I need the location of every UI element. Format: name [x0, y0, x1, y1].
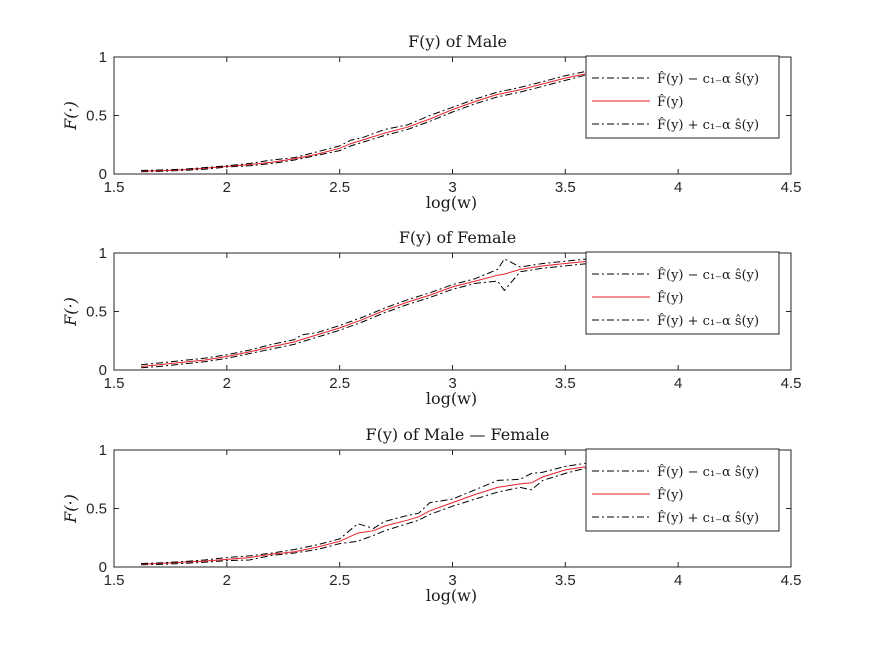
series-line-2 — [141, 455, 690, 565]
series-line-1 — [141, 258, 690, 369]
legend: F̂(y) − c₁₋α ŝ(y) F̂(y) F̂(y) + c₁₋α ŝ(y) — [585, 55, 780, 139]
x-tick-label: 1.5 — [104, 572, 125, 589]
chart-title: F(y) of Female — [399, 228, 516, 247]
y-tick-label: 0 — [99, 559, 107, 576]
subplot-3: 1.5 2 2.5 3 3.5 4 4.5 0 0.5 1 F(y) of Male — Femal… — [61, 425, 801, 605]
x-axis-label: log(w) — [426, 389, 477, 408]
x-tick-label: 4 — [674, 179, 682, 196]
series-line-3 — [141, 60, 690, 171]
x-tick-label: 3.5 — [555, 179, 576, 196]
y-tick-label: 0.5 — [86, 108, 107, 125]
x-axis-label: log(w) — [426, 193, 477, 212]
x-tick-label: 4.5 — [781, 572, 802, 589]
x-tick-label: 1.5 — [104, 375, 125, 392]
series-line-2 — [141, 256, 690, 367]
y-tick-label: 0 — [99, 362, 107, 379]
legend: F̂(y) − c₁₋α ŝ(y) F̂(y) F̂(y) + c₁₋α ŝ(y) — [585, 448, 780, 532]
x-tick-label: 2 — [223, 179, 231, 196]
legend: F̂(y) − c₁₋α ŝ(y) F̂(y) F̂(y) + c₁₋α ŝ(y) — [585, 251, 780, 335]
x-axis-label: log(w) — [426, 586, 477, 605]
series-line-2 — [141, 62, 690, 172]
legend-entry: F̂(y) — [657, 487, 684, 503]
x-tick-label: 3 — [448, 179, 456, 196]
legend-entry: F̂(y) — [657, 290, 684, 306]
series-line-3 — [141, 252, 690, 366]
legend-entry: F̂(y) + c₁₋α ŝ(y) — [657, 510, 759, 526]
series-line-1 — [141, 62, 690, 173]
y-axis-label: F(·) — [61, 101, 80, 131]
x-tick-label: 2.5 — [329, 375, 350, 392]
x-tick-label: 3.5 — [555, 572, 576, 589]
x-tick-label: 3.5 — [555, 375, 576, 392]
x-tick-label: 2 — [223, 375, 231, 392]
legend-entry: F̂(y) − c₁₋α ŝ(y) — [657, 71, 759, 87]
x-tick-label: 4 — [674, 572, 682, 589]
x-tick-label: 4.5 — [781, 179, 802, 196]
chart-title: F(y) of Male — [408, 32, 507, 51]
x-tick-label: 3 — [448, 375, 456, 392]
series-line-1 — [141, 456, 690, 566]
chart-title: F(y) of Male — Female — [365, 425, 549, 444]
x-tick-label: 4 — [674, 375, 682, 392]
legend-entry: F̂(y) — [657, 94, 684, 110]
x-tick-label: 2.5 — [329, 179, 350, 196]
legend-entry: F̂(y) − c₁₋α ŝ(y) — [657, 267, 759, 283]
legend-entry: F̂(y) + c₁₋α ŝ(y) — [657, 313, 759, 329]
y-tick-label: 1 — [99, 442, 107, 459]
y-tick-label: 0 — [99, 166, 107, 183]
y-axis-label: F(·) — [61, 297, 80, 327]
x-tick-label: 4.5 — [781, 375, 802, 392]
x-tick-label: 2.5 — [329, 572, 350, 589]
legend-entry: F̂(y) + c₁₋α ŝ(y) — [657, 117, 759, 133]
legend-entry: F̂(y) − c₁₋α ŝ(y) — [657, 464, 759, 480]
x-tick-label: 3 — [448, 572, 456, 589]
y-tick-label: 1 — [99, 49, 107, 66]
y-tick-label: 0.5 — [86, 501, 107, 518]
x-tick-label: 2 — [223, 572, 231, 589]
subplot-2: 1.5 2 2.5 3 3.5 4 4.5 0 0.5 1 F(y) of Female log(w)… — [61, 228, 801, 408]
x-tick-label: 1.5 — [104, 179, 125, 196]
subplot-1: 1.5 2 2.5 3 3.5 4 4.5 0 0.5 1 F(y) of Male log(w) F(… — [61, 32, 801, 212]
y-axis-label: F(·) — [61, 494, 80, 524]
y-tick-label: 1 — [99, 245, 107, 262]
y-tick-label: 0.5 — [86, 304, 107, 321]
